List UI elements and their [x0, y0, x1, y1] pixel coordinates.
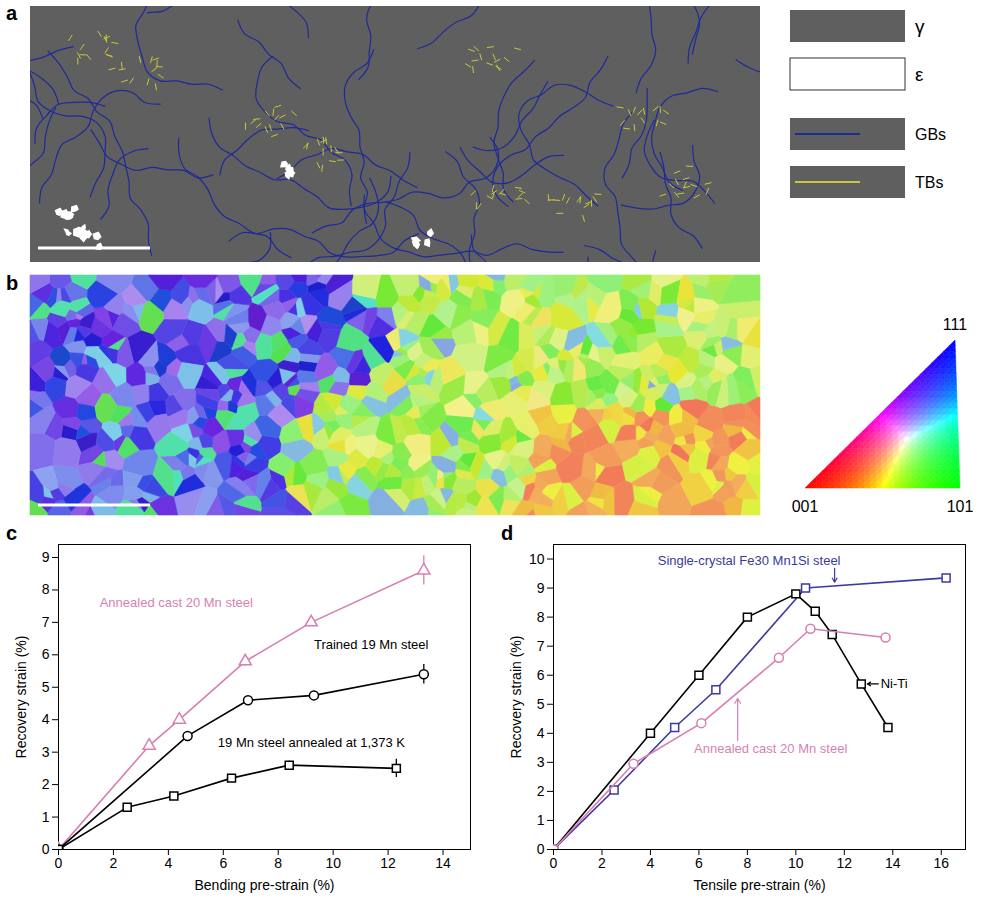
- svg-text:0: 0: [550, 855, 558, 871]
- svg-text:Recovery strain (%): Recovery strain (%): [13, 636, 29, 759]
- svg-text:7: 7: [42, 614, 50, 630]
- svg-text:12: 12: [380, 855, 396, 871]
- svg-text:8: 8: [274, 855, 282, 871]
- svg-text:GBs: GBs: [915, 126, 946, 143]
- svg-text:101: 101: [947, 498, 974, 515]
- svg-text:7: 7: [537, 638, 545, 654]
- svg-text:9: 9: [537, 580, 545, 596]
- svg-text:8: 8: [537, 609, 545, 625]
- svg-text:4: 4: [647, 855, 655, 871]
- svg-text:Single-crystal Fe30 Mn1Si stee: Single-crystal Fe30 Mn1Si steel: [658, 553, 841, 568]
- svg-text:1: 1: [537, 812, 545, 828]
- svg-text:5: 5: [537, 696, 545, 712]
- svg-text:10: 10: [529, 551, 545, 567]
- svg-text:6: 6: [42, 646, 50, 662]
- svg-text:Annealed cast 20 Mn steel: Annealed cast 20 Mn steel: [694, 741, 847, 756]
- svg-text:12: 12: [837, 855, 853, 871]
- svg-text:2: 2: [110, 855, 118, 871]
- svg-text:14: 14: [885, 855, 901, 871]
- svg-text:Annealed cast 20 Mn steel: Annealed cast 20 Mn steel: [100, 595, 253, 610]
- svg-text:6: 6: [219, 855, 227, 871]
- svg-text:4: 4: [42, 711, 50, 727]
- svg-text:a: a: [6, 2, 18, 24]
- svg-text:4: 4: [164, 855, 172, 871]
- svg-text:9: 9: [42, 549, 50, 565]
- svg-text:10: 10: [325, 855, 341, 871]
- svg-text:Recovery strain (%): Recovery strain (%): [508, 636, 524, 759]
- svg-text:ε: ε: [915, 64, 924, 85]
- svg-text:16: 16: [933, 855, 949, 871]
- svg-text:6: 6: [695, 855, 703, 871]
- svg-text:TBs: TBs: [915, 174, 943, 191]
- svg-text:111: 111: [943, 316, 967, 333]
- html-text:c: c: [6, 522, 18, 544]
- svg-text:2: 2: [598, 855, 606, 871]
- svg-text:Ni-Ti: Ni-Ti: [881, 676, 908, 691]
- svg-text:Tensile pre-strain (%): Tensile pre-strain (%): [693, 877, 825, 893]
- svg-text:Bending pre-strain (%): Bending pre-strain (%): [194, 877, 334, 893]
- svg-text:4: 4: [537, 725, 545, 741]
- svg-text:0: 0: [42, 841, 50, 857]
- svg-text:2: 2: [42, 776, 50, 792]
- svg-text:0: 0: [55, 855, 63, 871]
- svg-text:1: 1: [42, 809, 50, 825]
- svg-text:2: 2: [537, 783, 545, 799]
- svg-text:10: 10: [788, 855, 804, 871]
- svg-text:19 Mn steel annealed at 1,373: 19 Mn steel annealed at 1,373 K: [218, 735, 406, 750]
- svg-text:5: 5: [42, 679, 50, 695]
- svg-text:6: 6: [537, 667, 545, 683]
- html-text:d: d: [501, 522, 514, 544]
- svg-text:3: 3: [42, 744, 50, 760]
- svg-text:14: 14: [435, 855, 451, 871]
- svg-text:Trained 19 Mn steel: Trained 19 Mn steel: [314, 637, 429, 652]
- svg-text:8: 8: [42, 581, 50, 597]
- svg-text:b: b: [6, 272, 18, 294]
- svg-text:0: 0: [537, 841, 545, 857]
- svg-text:3: 3: [537, 754, 545, 770]
- svg-text:γ: γ: [915, 16, 925, 37]
- svg-text:8: 8: [743, 855, 751, 871]
- svg-text:001: 001: [792, 498, 819, 515]
